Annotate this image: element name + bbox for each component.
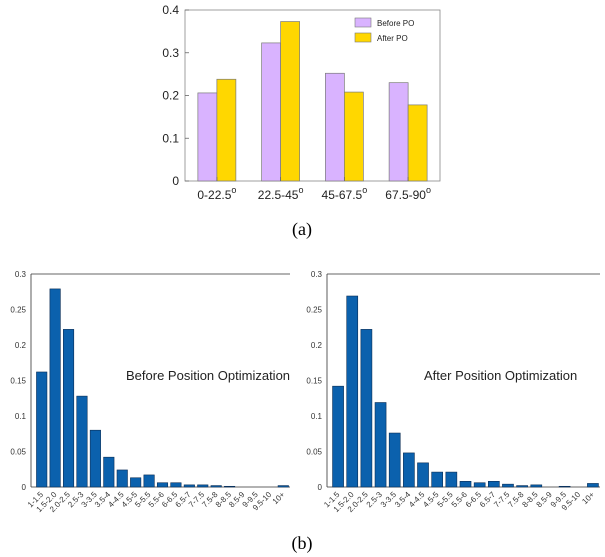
bar bbox=[156, 482, 169, 488]
y-tick-label: 0.05 bbox=[10, 448, 26, 457]
y-tick-label: 0.1 bbox=[162, 131, 179, 145]
bar bbox=[277, 485, 289, 488]
y-tick-label: 0.15 bbox=[306, 377, 322, 386]
bar bbox=[63, 329, 75, 488]
legend-swatch bbox=[354, 17, 372, 28]
y-tick-label: 0.15 bbox=[10, 377, 26, 386]
y-tick-label: 0.3 bbox=[311, 270, 323, 279]
y-tick-label: 0 bbox=[318, 483, 323, 492]
bar bbox=[558, 485, 571, 488]
y-tick-label: 0.2 bbox=[15, 341, 27, 350]
bar bbox=[431, 471, 444, 488]
bar bbox=[76, 395, 88, 488]
before-distance-histogram: 00.050.10.150.20.250.31-1.51.5-2.02.0-2.… bbox=[10, 270, 290, 514]
y-tick-label: 0 bbox=[172, 174, 179, 188]
annotation: Before Position Optimization bbox=[126, 368, 290, 383]
bar bbox=[445, 471, 458, 488]
bar bbox=[473, 482, 486, 488]
x-tick-label: 0-22.5o bbox=[197, 185, 236, 202]
bar-before bbox=[325, 72, 345, 182]
annotation: After Position Optimization bbox=[424, 368, 577, 383]
y-tick-label: 0.25 bbox=[10, 306, 26, 315]
bar-before bbox=[388, 82, 409, 182]
y-tick-label: 0.1 bbox=[311, 412, 323, 421]
bar bbox=[388, 432, 401, 488]
legend-label: Before PO bbox=[377, 19, 414, 28]
bar bbox=[130, 477, 142, 488]
bar-after bbox=[344, 91, 364, 182]
bar bbox=[103, 456, 115, 488]
bar bbox=[346, 295, 359, 488]
y-tick-label: 0.05 bbox=[306, 448, 322, 457]
x-tick-label: 10+ bbox=[271, 490, 287, 506]
bar bbox=[183, 484, 195, 488]
y-tick-label: 0.2 bbox=[162, 89, 179, 103]
bar bbox=[530, 484, 543, 488]
y-tick-label: 0.3 bbox=[15, 270, 27, 279]
bar bbox=[516, 485, 528, 488]
bar bbox=[417, 462, 429, 488]
bar bbox=[210, 485, 222, 488]
bar bbox=[502, 483, 514, 488]
bar bbox=[403, 452, 415, 488]
x-tick-label: 10+ bbox=[580, 490, 596, 506]
after-distance-histogram: 00.050.10.150.20.250.31-1.51.5-2.02.0-2.… bbox=[306, 270, 600, 514]
legend-label: After PO bbox=[377, 34, 408, 43]
x-tick-label: 22.5-45o bbox=[258, 185, 304, 202]
bar-before bbox=[261, 42, 281, 182]
bar-after bbox=[216, 78, 237, 182]
bar-after bbox=[407, 104, 428, 182]
bar bbox=[332, 385, 344, 488]
y-tick-label: 0.2 bbox=[311, 341, 323, 350]
bar-after bbox=[280, 21, 300, 182]
bar-before bbox=[197, 92, 218, 182]
bar bbox=[459, 481, 472, 488]
bar bbox=[116, 469, 128, 488]
bar bbox=[360, 329, 373, 488]
legend-swatch bbox=[354, 32, 372, 43]
bar bbox=[36, 371, 48, 488]
bar bbox=[587, 483, 599, 488]
bar bbox=[224, 485, 236, 488]
bar bbox=[170, 482, 182, 488]
x-tick-label: 67.5-90o bbox=[385, 185, 431, 202]
y-tick-label: 0.25 bbox=[306, 306, 322, 315]
bar bbox=[197, 484, 209, 488]
panel-label-a: (a) bbox=[292, 219, 312, 240]
bar bbox=[374, 402, 387, 488]
bar bbox=[49, 288, 61, 488]
y-tick-label: 0 bbox=[22, 483, 27, 492]
angle-distribution-chart: 0 0.1 0.2 0.3 0.4 0-22.5o 22.5-45o 45-67.5o 67.5… bbox=[162, 3, 441, 202]
y-tick-label: 0.4 bbox=[162, 3, 179, 17]
bar bbox=[143, 474, 155, 488]
bar bbox=[89, 429, 101, 488]
y-tick-label: 0.1 bbox=[15, 412, 27, 421]
panel-label-b: (b) bbox=[292, 533, 313, 554]
y-tick-label: 0.3 bbox=[162, 46, 179, 60]
bar bbox=[487, 481, 500, 488]
x-tick-label: 45-67.5o bbox=[322, 185, 368, 202]
